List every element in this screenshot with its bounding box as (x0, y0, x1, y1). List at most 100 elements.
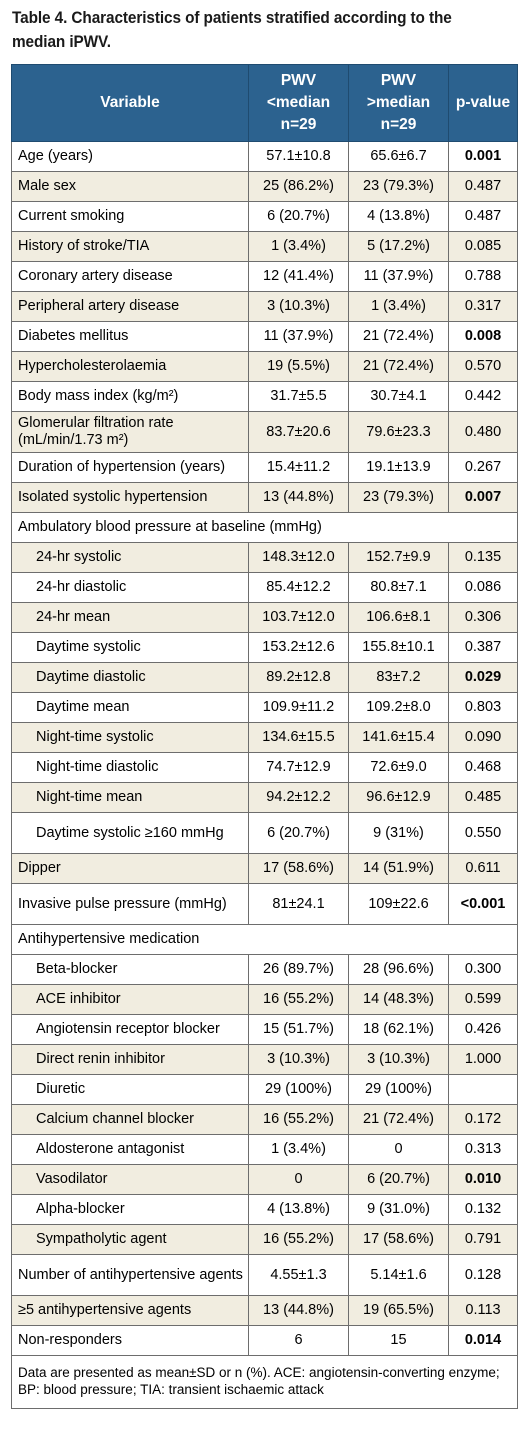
p-value: 0.001 (448, 141, 518, 172)
header-above-median-line1: PWV (380, 72, 417, 89)
p-value: 0.550 (448, 812, 518, 854)
value-below-median: 16 (55.2%) (248, 1224, 349, 1255)
table-footnote: Data are presented as mean±SD or n (%). … (11, 1355, 518, 1409)
footnote-row: Data are presented as mean±SD or n (%). … (11, 1355, 518, 1409)
p-value: 0.010 (448, 1164, 518, 1195)
p-value: 0.487 (448, 201, 518, 232)
table-row: Glomerular filtration rate (mL/min/1.73 … (11, 411, 518, 453)
p-value: 0.267 (448, 452, 518, 483)
table-row: Current smoking 6 (20.7%) 4 (13.8%) 0.487 (11, 201, 518, 232)
value-below-median: 15 (51.7%) (248, 1014, 349, 1045)
table-header-row: Variable PWV <median n=29 PWV >median n=… (11, 64, 518, 142)
p-value: 0.313 (448, 1134, 518, 1165)
row-label: Dipper (11, 853, 249, 884)
value-above-median: 79.6±23.3 (348, 411, 449, 453)
p-value: 0.113 (448, 1295, 518, 1326)
section-medication-heading: Antihypertensive medication (11, 924, 518, 955)
value-below-median: 148.3±12.0 (248, 542, 349, 573)
value-below-median: 4.55±1.3 (248, 1254, 349, 1296)
row-label: Male sex (11, 171, 249, 202)
value-above-median: 152.7±9.9 (348, 542, 449, 573)
row-label: Duration of hypertension (years) (11, 452, 249, 483)
table-row: Invasive pulse pressure (mmHg) 81±24.1 109… (11, 883, 518, 925)
row-label: Coronary artery disease (11, 261, 249, 292)
row-label: Night-time systolic (11, 722, 249, 753)
table-row: Daytime systolic ≥160 mmHg 6 (20.7%) 9 (31… (11, 812, 518, 854)
row-label: Beta-blocker (11, 954, 249, 985)
value-above-median: 9 (31%) (348, 812, 449, 854)
value-below-median: 134.6±15.5 (248, 722, 349, 753)
row-label: Body mass index (kg/m²) (11, 381, 249, 412)
value-below-median: 0 (248, 1164, 349, 1195)
table-row: Angiotensin receptor blocker 15 (51.7%) 18… (11, 1014, 518, 1045)
value-above-median: 23 (79.3%) (348, 171, 449, 202)
value-below-median: 3 (10.3%) (248, 291, 349, 322)
value-below-median: 12 (41.4%) (248, 261, 349, 292)
value-below-median: 29 (100%) (248, 1074, 349, 1105)
row-label: Hypercholesterolaemia (11, 351, 249, 382)
p-value: 0.132 (448, 1194, 518, 1225)
value-above-median: 0 (348, 1134, 449, 1165)
table-body: Age (years) 57.1±10.8 65.6±6.7 0.001 Male se… (11, 141, 518, 1409)
p-value: 0.570 (448, 351, 518, 382)
row-label: Aldosterone antagonist (11, 1134, 249, 1165)
header-above-median: PWV >median n=29 (348, 64, 449, 142)
row-label: Sympatholytic agent (11, 1224, 249, 1255)
value-above-median: 141.6±15.4 (348, 722, 449, 753)
row-label: Calcium channel blocker (11, 1104, 249, 1135)
value-above-median: 109.2±8.0 (348, 692, 449, 723)
p-value: 0.480 (448, 411, 518, 453)
value-below-median: 57.1±10.8 (248, 141, 349, 172)
value-below-median: 109.9±11.2 (248, 692, 349, 723)
table-row: Body mass index (kg/m²) 31.7±5.5 30.7±4.1 0… (11, 381, 518, 412)
value-above-median: 72.6±9.0 (348, 752, 449, 783)
value-above-median: 83±7.2 (348, 662, 449, 693)
table-row: Number of antihypertensive agents 4.55±1.… (11, 1254, 518, 1296)
table-row: History of stroke/TIA 1 (3.4%) 5 (17.2%) 0.… (11, 231, 518, 262)
row-label: Daytime diastolic (11, 662, 249, 693)
value-above-median: 80.8±7.1 (348, 572, 449, 603)
table-row: Dipper 17 (58.6%) 14 (51.9%) 0.611 (11, 853, 518, 884)
value-below-median: 16 (55.2%) (248, 1104, 349, 1135)
value-below-median: 6 (20.7%) (248, 812, 349, 854)
p-value: 1.000 (448, 1044, 518, 1075)
value-below-median: 25 (86.2%) (248, 171, 349, 202)
header-below-median: PWV <median n=29 (248, 64, 349, 142)
value-below-median: 11 (37.9%) (248, 321, 349, 352)
row-label: Angiotensin receptor blocker (11, 1014, 249, 1045)
value-above-median: 109±22.6 (348, 883, 449, 925)
characteristics-table: Variable PWV <median n=29 PWV >median n=… (11, 64, 518, 1409)
row-label: History of stroke/TIA (11, 231, 249, 262)
value-above-median: 28 (96.6%) (348, 954, 449, 985)
value-above-median: 9 (31.0%) (348, 1194, 449, 1225)
table-row: Daytime mean 109.9±11.2 109.2±8.0 0.803 (11, 692, 518, 723)
value-below-median: 85.4±12.2 (248, 572, 349, 603)
table-caption: Table 4. Characteristics of patients str… (12, 9, 452, 51)
table-row: Beta-blocker 26 (89.7%) 28 (96.6%) 0.300 (11, 954, 518, 985)
header-above-median-line3: n=29 (380, 116, 417, 133)
p-value: 0.468 (448, 752, 518, 783)
value-below-median: 81±24.1 (248, 883, 349, 925)
p-value: 0.014 (448, 1325, 518, 1356)
row-label: Daytime systolic ≥160 mmHg (11, 812, 249, 854)
value-below-median: 6 (248, 1325, 349, 1356)
table-row: Hypercholesterolaemia 19 (5.5%) 21 (72.4%)… (11, 351, 518, 382)
value-above-median: 21 (72.4%) (348, 1104, 449, 1135)
table-row: Vasodilator 0 6 (20.7%) 0.010 (11, 1164, 518, 1195)
table-row: 24-hr mean 103.7±12.0 106.6±8.1 0.306 (11, 602, 518, 633)
table-row: ACE inhibitor 16 (55.2%) 14 (48.3%) 0.599 (11, 984, 518, 1015)
p-value: 0.599 (448, 984, 518, 1015)
row-label: Non-responders (11, 1325, 249, 1356)
value-above-median: 29 (100%) (348, 1074, 449, 1105)
table-row: Diuretic 29 (100%) 29 (100%) (11, 1074, 518, 1105)
p-value: 0.611 (448, 853, 518, 884)
value-above-median: 19.1±13.9 (348, 452, 449, 483)
row-label: Direct renin inhibitor (11, 1044, 249, 1075)
table-row: Coronary artery disease 12 (41.4%) 11 (37.… (11, 261, 518, 292)
p-value: 0.029 (448, 662, 518, 693)
table-row: Non-responders 6 15 0.014 (11, 1325, 518, 1356)
row-label: Night-time diastolic (11, 752, 249, 783)
value-above-median: 11 (37.9%) (348, 261, 449, 292)
value-above-median: 6 (20.7%) (348, 1164, 449, 1195)
row-label: Alpha-blocker (11, 1194, 249, 1225)
